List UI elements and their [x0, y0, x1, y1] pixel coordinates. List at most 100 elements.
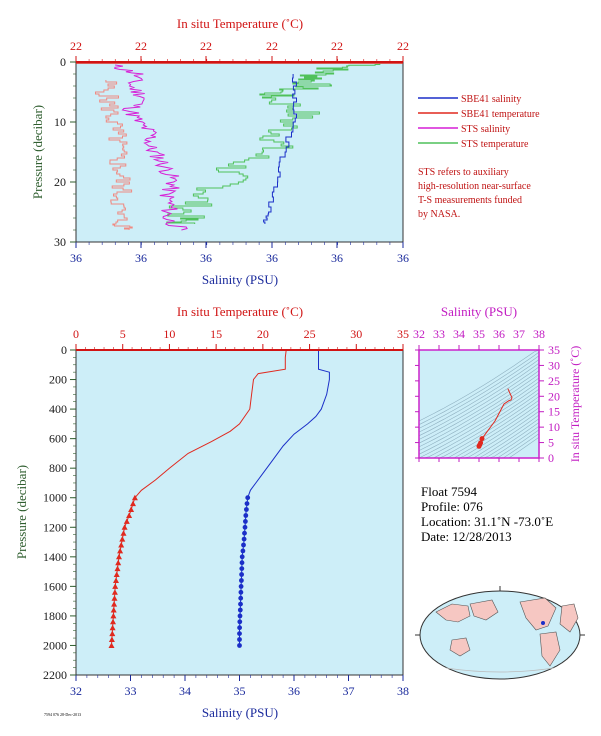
salinity-marker — [243, 513, 249, 518]
top-panel-top-tick-label: 22 — [397, 39, 409, 53]
salinity-marker — [243, 519, 248, 524]
ts-point — [479, 436, 485, 442]
temperature-marker — [108, 642, 115, 648]
ts-top-tick-label: 35 — [473, 327, 485, 341]
salinity-marker — [238, 584, 244, 589]
main-panel: 0 5 10 15 20 25 30 35 32 33 34 35 36 37 38 0 200 400 600 80… — [14, 304, 409, 720]
ts-density-contour — [418, 370, 540, 444]
salinity-marker — [242, 524, 248, 530]
temperature-marker — [111, 595, 118, 601]
ts-density-contour — [418, 362, 540, 437]
top-panel-top-tick-label: 22 — [70, 39, 82, 53]
top-panel-top-tick-label: 22 — [331, 39, 343, 53]
top-panel-bottom-tick-label: 36 — [70, 251, 82, 265]
ts-top-tick-label: 32 — [413, 327, 425, 341]
main-left-tick-label: 800 — [49, 461, 67, 475]
ts-top-tick-label: 37 — [513, 327, 525, 341]
ts-density-contour — [484, 425, 540, 459]
top-panel-pressure-axis-title: Pressure (decibar) — [30, 105, 45, 199]
main-left-tick-label: 200 — [49, 373, 67, 387]
ts-top-tick-label: 36 — [493, 327, 505, 341]
ts-density-contour — [419, 388, 540, 459]
temperature-marker — [123, 518, 130, 524]
float-id-text: Float 7594 — [421, 484, 477, 499]
top-panel-top-tick-label: 22 — [200, 39, 212, 53]
ts-top-tick-label: 38 — [533, 327, 545, 341]
top-panel-left-tick-label: 0 — [60, 55, 66, 69]
ts-density-contour — [418, 359, 540, 433]
map-land-north-america — [519, 597, 557, 631]
salinity-marker — [239, 578, 244, 583]
salinity-marker — [237, 607, 243, 613]
main-bottom-tick-label: 38 — [397, 684, 409, 698]
ts-density-contour — [418, 377, 540, 451]
salinity-marker — [238, 589, 244, 595]
temperature-marker — [126, 512, 133, 518]
ts-density-contour — [429, 396, 540, 459]
location-text: Location: 31.1˚N -73.0˚E — [421, 514, 553, 529]
main-top-tick-label: 20 — [257, 327, 269, 341]
salinity-marker — [237, 631, 242, 636]
sbe41-salinity-line-top — [263, 74, 297, 224]
main-left-tick-label: 1000 — [43, 491, 67, 505]
ts-right-tick-label: 10 — [548, 420, 560, 434]
ts-density-contour — [424, 392, 540, 459]
float-info: Float 7594 Profile: 076 Location: 31.1˚N… — [421, 484, 553, 544]
sts-note-line-1: STS refers to auxiliary — [418, 167, 509, 178]
map-land-asia-east — [469, 599, 499, 621]
map-antarctica-line — [445, 667, 555, 673]
ts-density-contour — [418, 366, 540, 440]
temperature-marker — [110, 607, 117, 613]
main-series-layer — [108, 349, 330, 648]
ts-right-tick-label: 30 — [548, 358, 560, 372]
ts-top-tick-label: 34 — [453, 327, 465, 341]
top-panel-left-tick-label: 20 — [54, 175, 66, 189]
ts-right-tick-label: 5 — [548, 436, 554, 450]
sts-note-line-2: high-resolution near-surface — [418, 181, 531, 192]
legend-label-sbe-salinity: SBE41 salinity — [461, 94, 521, 105]
sts-note-line-3: T-S measurements funded — [418, 195, 522, 206]
sts-temperature-line — [166, 63, 381, 224]
main-top-tick-label: 15 — [210, 327, 222, 341]
salinity-marker — [239, 560, 245, 566]
ts-density-contour — [418, 381, 540, 455]
sbe41-salinity-line — [239, 350, 330, 646]
salinity-marker — [237, 637, 242, 642]
main-left-tick-label: 1200 — [43, 520, 67, 534]
salinity-marker — [237, 613, 243, 619]
top-panel-left-tick-label: 10 — [54, 115, 66, 129]
top-axis-ticks: 22 22 22 22 22 22 36 36 36 36 36 36 0 10 20 30 — [54, 39, 409, 265]
top-panel-bottom-tick-label: 36 — [331, 251, 343, 265]
ts-density-contour — [444, 403, 540, 459]
salinity-marker — [245, 495, 251, 501]
top-panel-left-tick-label: 30 — [54, 235, 66, 249]
top-panel: 22 22 22 22 22 22 36 36 36 36 36 36 0 10 20 30 In situ … — [30, 16, 409, 287]
ts-density-contour — [418, 349, 540, 422]
salinity-marker — [241, 542, 246, 548]
salinity-marker — [241, 536, 247, 542]
map-float-marker — [541, 621, 545, 625]
main-top-tick-label: 35 — [397, 327, 409, 341]
main-axis-ticks: 0 5 10 15 20 25 30 35 32 33 34 35 36 37 38 0 200 400 600 80… — [43, 327, 409, 698]
main-bottom-tick-label: 34 — [179, 684, 191, 698]
top-panel-top-tick-label: 22 — [266, 39, 278, 53]
salinity-marker — [237, 619, 243, 625]
date-text: Date: 12/28/2013 — [421, 529, 512, 544]
ts-density-contour — [474, 418, 540, 459]
temperature-marker — [110, 618, 116, 625]
main-top-tick-label: 10 — [163, 327, 175, 341]
temperature-marker — [121, 524, 128, 530]
temperature-marker — [117, 547, 124, 554]
ts-salinity-axis-title: Salinity (PSU) — [441, 304, 517, 319]
map-land-australia — [449, 637, 471, 657]
main-top-tick-label: 25 — [304, 327, 316, 341]
main-left-tick-label: 1600 — [43, 579, 67, 593]
main-bottom-tick-label: 33 — [125, 684, 137, 698]
legend-label-sts-temperature: STS temperature — [461, 139, 529, 150]
map-land-south-america — [539, 631, 561, 667]
main-left-tick-label: 2000 — [43, 638, 67, 652]
ts-density-contour — [464, 414, 540, 459]
top-panel-temp-axis-title: In situ Temperature (˚C) — [177, 16, 303, 31]
temperature-marker — [108, 636, 115, 642]
sts-temperature-pink-line — [95, 80, 133, 230]
